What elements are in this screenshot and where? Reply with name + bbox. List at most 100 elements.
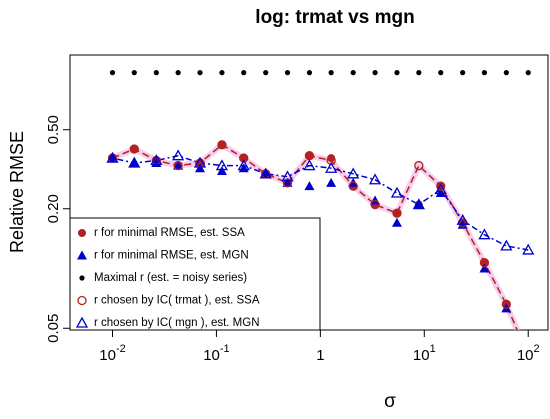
legend-label: r for minimal RMSE, est. MGN [94,250,249,262]
legend-symbol [77,250,87,260]
x-tick-exponent: -2 [116,343,126,355]
point [282,178,293,188]
x-tick-exponent: 1 [430,343,436,355]
point [438,70,444,76]
point [197,70,203,76]
point [305,151,314,160]
point [328,70,334,76]
point [434,183,447,195]
point [193,156,207,168]
legend-symbol [78,229,86,237]
point [172,149,185,161]
point [368,173,382,185]
x-tick-base: 10 [517,347,534,364]
point [304,181,315,191]
point [217,140,227,150]
point [480,258,489,267]
point [412,198,425,210]
point [413,199,424,209]
point [525,70,531,76]
point [173,160,184,170]
point [106,151,119,163]
point [327,154,336,163]
marks [106,70,535,330]
point [109,70,116,76]
point [175,70,181,76]
point [390,186,404,198]
point [391,217,402,227]
point [303,159,316,171]
point [129,144,139,154]
x-tick-base: 10 [413,347,430,364]
point [306,70,313,76]
legend: r for minimal RMSE, est. SSA r for minima… [69,217,321,331]
point [239,153,249,163]
x-tick-exponent: 2 [534,343,540,355]
point [195,163,206,173]
point [260,168,271,178]
y-tick-label: 0.50 [45,115,62,144]
point [501,299,512,309]
point [216,165,227,175]
point [479,263,490,273]
point [479,258,490,268]
legend-symbol [75,316,89,328]
point [436,181,446,191]
chart-title: log: trmat vs mgn [255,7,414,28]
point [456,213,469,225]
point [129,158,140,168]
point [284,70,291,76]
y-tick-label: 0.05 [45,314,62,343]
point [325,161,338,173]
point [478,228,491,240]
point [217,140,226,149]
point [153,70,159,76]
legend-symbol [77,295,87,306]
y-axis-label: Relative RMSE [7,131,27,253]
point [500,239,513,251]
series-line [112,143,518,330]
point [394,70,400,76]
legend-label: r for minimal RMSE, est. SSA [94,227,245,239]
point [259,167,272,179]
x-tick-label: 10-2 [99,343,125,364]
x-tick-base: 10 [203,347,220,364]
point [522,243,535,255]
point [435,188,446,198]
point [239,154,248,163]
x-tick-base: 1 [316,347,324,364]
point [460,70,466,76]
point [237,159,250,171]
point [241,70,247,76]
point [392,209,401,218]
point [372,70,378,76]
x-tick-label: 10-1 [203,343,229,364]
legend-label: Maximal r (est. = noisy series) [94,272,247,284]
point [219,70,225,76]
point [414,160,424,171]
x-tick-label: 102 [517,343,540,364]
point [263,70,269,76]
point [281,170,294,182]
point [173,160,183,171]
point [370,199,380,210]
legend-box [69,217,321,331]
point [107,153,118,163]
legend-label: r chosen by IC( trmat ), est. SSA [94,295,260,307]
point [128,156,141,168]
point [131,70,137,76]
legend-symbol [79,275,85,281]
x-tick-label: 1 [316,347,324,364]
legend-label: r chosen by IC( mgn ), est. MGN [94,317,260,329]
point [326,177,337,187]
point [503,70,509,76]
y-tick-label: 0.20 [45,194,62,223]
point [392,208,402,218]
point [282,177,293,187]
x-axis-label: σ [384,391,396,412]
x-tick-exponent: -1 [220,343,230,355]
point [481,70,488,76]
point [150,154,163,166]
